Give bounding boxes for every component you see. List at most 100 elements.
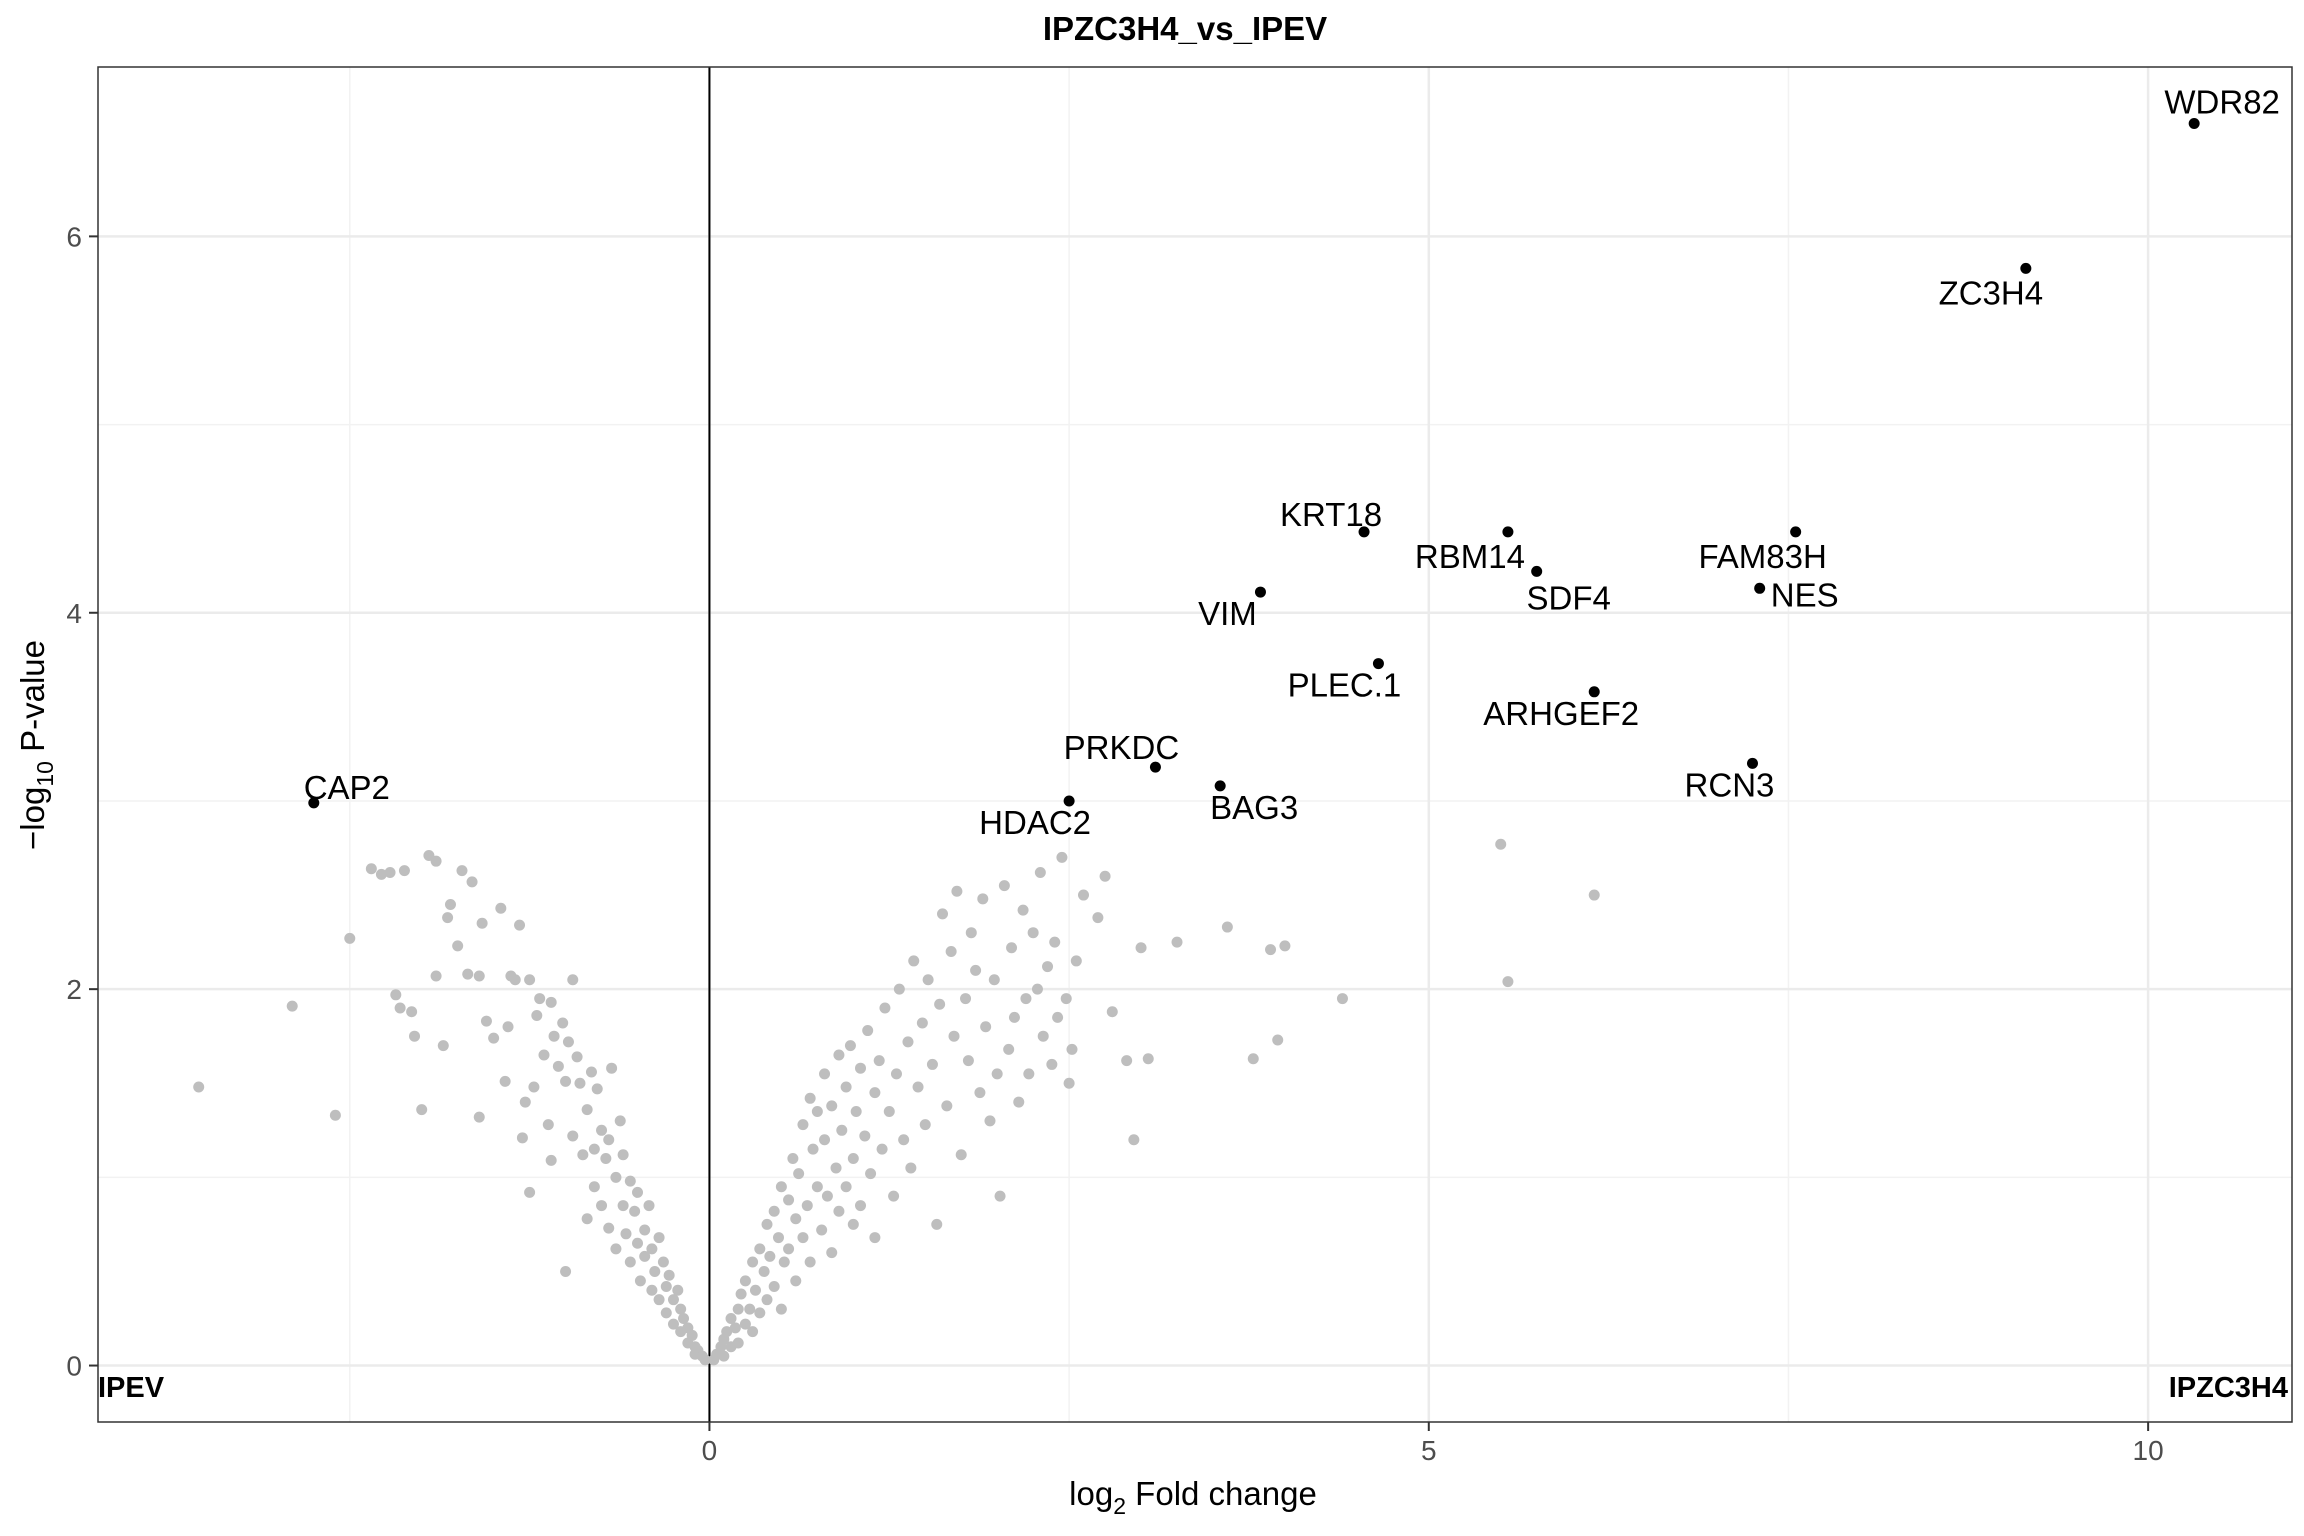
background-point	[531, 1010, 543, 1021]
x-tick-label: 5	[1421, 1435, 1437, 1466]
point-label: FAM83H	[1698, 538, 1826, 575]
background-point	[797, 1232, 809, 1244]
background-point	[965, 927, 977, 939]
background-point	[639, 1224, 651, 1236]
background-point	[406, 1006, 418, 1018]
background-point	[624, 1175, 636, 1187]
background-point	[562, 1036, 574, 1048]
point-label: PLEC.1	[1288, 667, 1402, 704]
highlighted-points	[308, 117, 2200, 809]
background-point	[617, 1200, 629, 1212]
background-point	[519, 1096, 531, 1108]
background-point	[456, 865, 468, 877]
background-point	[790, 1213, 802, 1225]
background-point	[524, 1186, 536, 1198]
background-point	[473, 970, 485, 982]
y-axis: 0 2 4 6	[66, 221, 98, 1382]
background-point	[869, 1232, 881, 1244]
corner-label-right: IPZC3H4	[2169, 1372, 2288, 1404]
background-point	[1013, 1096, 1025, 1108]
background-point	[951, 885, 963, 897]
background-point	[847, 1218, 859, 1230]
y-tick-label: 2	[66, 974, 82, 1005]
highlighted-point	[2020, 262, 2032, 274]
background-point	[591, 1083, 603, 1095]
point-label: RBM14	[1415, 538, 1525, 575]
background-point	[632, 1186, 644, 1198]
background-point	[375, 868, 387, 880]
background-point	[1003, 1043, 1015, 1055]
background-point	[629, 1205, 641, 1217]
background-point	[747, 1326, 759, 1338]
background-point	[614, 1115, 626, 1127]
background-point	[548, 1030, 560, 1042]
background-point	[646, 1284, 658, 1296]
background-point	[772, 1232, 784, 1244]
background-point	[560, 1075, 572, 1087]
background-point	[516, 1132, 528, 1144]
background-point	[1588, 889, 1600, 901]
background-point	[1031, 983, 1043, 995]
highlighted-point	[1358, 526, 1370, 538]
background-point	[778, 1256, 790, 1268]
background-point	[747, 1256, 759, 1268]
background-point	[384, 866, 396, 878]
background-point	[811, 1105, 823, 1117]
background-point	[922, 974, 934, 986]
background-point	[758, 1265, 770, 1277]
background-point	[970, 964, 982, 976]
background-point	[725, 1312, 737, 1324]
background-point	[744, 1303, 756, 1315]
background-point	[934, 998, 946, 1010]
background-point	[567, 1130, 579, 1142]
background-point	[793, 1168, 805, 1180]
background-point	[329, 1109, 341, 1121]
background-point	[749, 1284, 761, 1296]
background-point	[1135, 942, 1147, 954]
background-point	[1027, 927, 1039, 939]
background-point	[1023, 1068, 1035, 1080]
background-point	[409, 1030, 421, 1042]
background-point	[1221, 921, 1233, 933]
background-point	[876, 1143, 888, 1155]
background-point	[1128, 1134, 1140, 1146]
background-point	[991, 1068, 1003, 1080]
background-point	[869, 1087, 881, 1099]
x-axis-label-suffix: Fold change	[1126, 1475, 1317, 1512]
x-axis-label-subscript: 2	[1113, 1493, 1126, 1519]
background-point	[735, 1288, 747, 1300]
background-point	[850, 1105, 862, 1117]
highlighted-point	[308, 797, 320, 809]
background-point	[502, 1021, 514, 1033]
background-point	[560, 1265, 572, 1277]
background-point	[873, 1055, 885, 1067]
background-point	[1070, 955, 1082, 967]
background-point	[1279, 940, 1291, 952]
background-point	[430, 855, 442, 867]
background-point	[893, 983, 905, 995]
background-point	[643, 1200, 655, 1212]
x-axis-label: log2 Fold change	[1069, 1475, 1317, 1519]
background-point	[919, 1119, 931, 1131]
background-point	[1008, 1011, 1020, 1023]
background-point	[833, 1049, 845, 1061]
background-point	[617, 1149, 629, 1161]
background-point	[1063, 1077, 1075, 1089]
background-point	[567, 974, 579, 986]
point-label: CAP2	[304, 769, 390, 806]
background-point	[888, 1190, 900, 1202]
background-point	[646, 1243, 658, 1255]
background-point	[649, 1265, 661, 1277]
background-point	[783, 1194, 795, 1206]
background-point	[819, 1134, 831, 1146]
point-label: NES	[1771, 576, 1839, 613]
background-point	[739, 1318, 751, 1330]
background-point	[596, 1200, 608, 1212]
point-label: HDAC2	[979, 804, 1091, 841]
y-axis-label: −log10 P-value	[14, 640, 58, 850]
background-point	[437, 1040, 449, 1052]
background-point	[476, 917, 488, 929]
highlighted-point	[1754, 582, 1766, 594]
background-point	[430, 970, 442, 982]
background-point	[1034, 866, 1046, 878]
